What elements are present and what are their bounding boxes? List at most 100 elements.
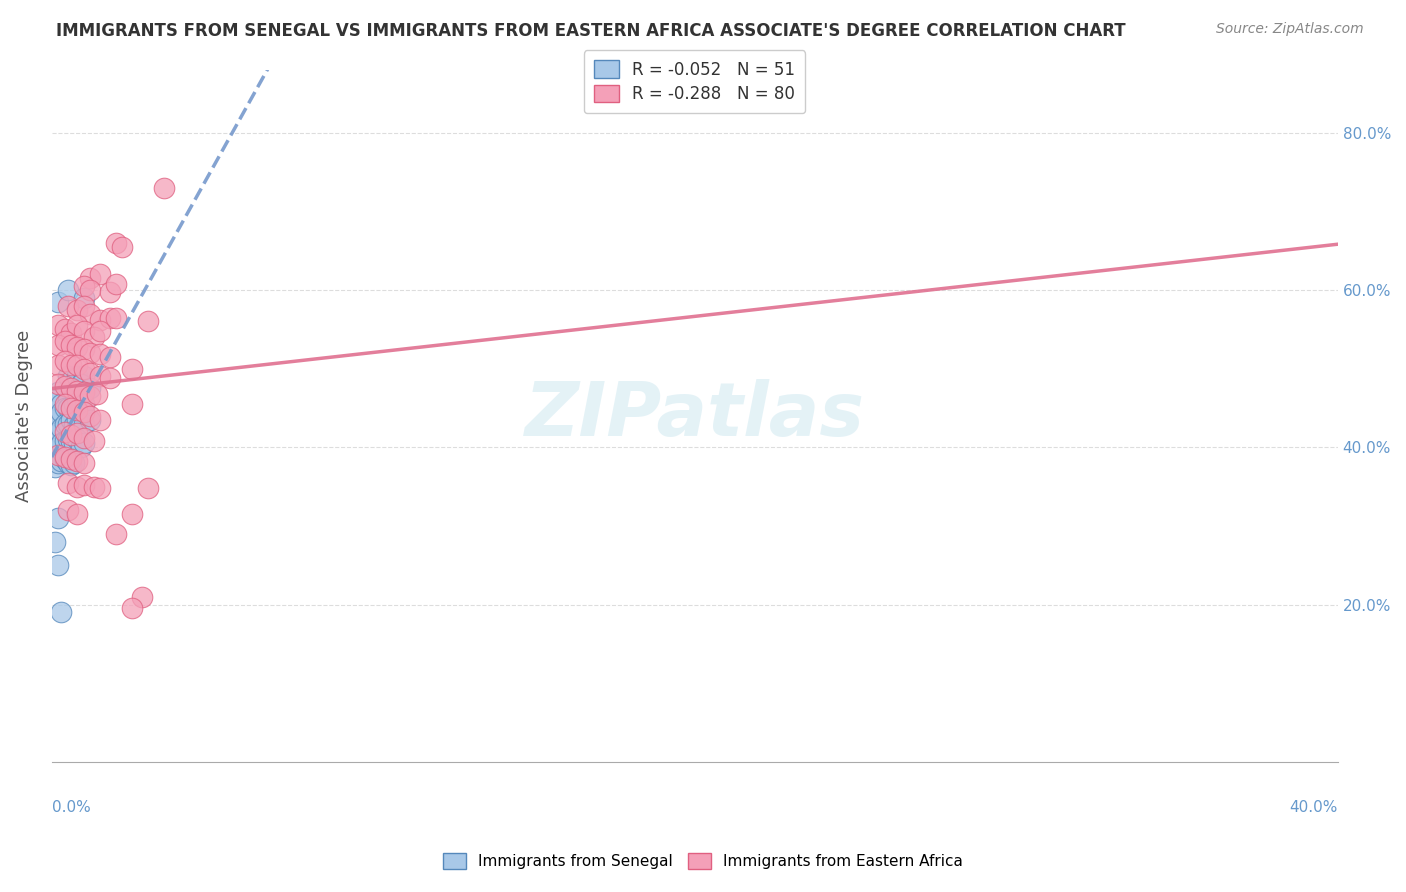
- Point: [73, 456, 96, 470]
- Point: [46, 448, 69, 462]
- Point: [56, 417, 79, 431]
- Point: [53, 425, 76, 439]
- Point: [53, 434, 76, 448]
- Point: [46, 358, 69, 372]
- Point: [105, 277, 128, 291]
- Point: [56, 369, 79, 384]
- Point: [83, 434, 105, 448]
- Point: [73, 291, 96, 305]
- Point: [66, 413, 89, 427]
- Point: [56, 299, 79, 313]
- Point: [46, 456, 69, 470]
- Point: [66, 302, 89, 317]
- Point: [60, 458, 83, 472]
- Point: [53, 353, 76, 368]
- Point: [66, 340, 89, 354]
- Point: [56, 433, 79, 447]
- Point: [53, 379, 76, 393]
- Point: [73, 436, 96, 450]
- Text: 40.0%: 40.0%: [1289, 800, 1337, 814]
- Text: ZIPatlas: ZIPatlas: [524, 379, 865, 452]
- Point: [66, 507, 89, 521]
- Point: [66, 393, 89, 408]
- Point: [73, 385, 96, 400]
- Point: [53, 452, 76, 467]
- Point: [60, 434, 83, 448]
- Point: [60, 428, 83, 442]
- Point: [73, 405, 96, 419]
- Point: [53, 450, 76, 464]
- Point: [73, 478, 96, 492]
- Point: [83, 479, 105, 493]
- Point: [63, 456, 86, 470]
- Point: [53, 322, 76, 336]
- Point: [46, 385, 69, 400]
- Point: [121, 601, 143, 615]
- Point: [56, 393, 79, 408]
- Text: IMMIGRANTS FROM SENEGAL VS IMMIGRANTS FROM EASTERN AFRICA ASSOCIATE'S DEGREE COR: IMMIGRANTS FROM SENEGAL VS IMMIGRANTS FR…: [56, 22, 1126, 40]
- Point: [121, 397, 143, 411]
- Point: [66, 479, 89, 493]
- Point: [79, 409, 101, 423]
- Point: [98, 285, 121, 299]
- Point: [73, 361, 96, 376]
- Point: [89, 369, 111, 384]
- Point: [89, 347, 111, 361]
- Point: [63, 385, 86, 400]
- Point: [98, 350, 121, 364]
- Point: [53, 334, 76, 348]
- Point: [51, 405, 73, 419]
- Point: [79, 381, 101, 395]
- Point: [98, 371, 121, 385]
- Point: [89, 481, 111, 495]
- Point: [105, 235, 128, 250]
- Point: [51, 454, 73, 468]
- Point: [66, 358, 89, 372]
- Point: [73, 369, 96, 384]
- Point: [79, 346, 101, 360]
- Point: [60, 381, 83, 395]
- Point: [44, 393, 66, 408]
- Point: [63, 436, 86, 450]
- Point: [60, 401, 83, 415]
- Point: [73, 279, 96, 293]
- Point: [46, 558, 69, 573]
- Point: [56, 283, 79, 297]
- Point: [46, 409, 69, 423]
- Point: [153, 181, 176, 195]
- Point: [60, 326, 83, 341]
- Point: [89, 267, 111, 281]
- Point: [111, 240, 134, 254]
- Point: [66, 318, 89, 333]
- Point: [56, 401, 79, 415]
- Point: [44, 534, 66, 549]
- Point: [121, 361, 143, 376]
- Point: [46, 425, 69, 439]
- Point: [56, 456, 79, 470]
- Point: [46, 377, 69, 392]
- Point: [66, 433, 89, 447]
- Point: [56, 475, 79, 490]
- Text: Source: ZipAtlas.com: Source: ZipAtlas.com: [1216, 22, 1364, 37]
- Point: [46, 338, 69, 352]
- Text: 0.0%: 0.0%: [52, 800, 90, 814]
- Point: [83, 330, 105, 344]
- Point: [69, 377, 91, 392]
- Point: [79, 389, 101, 403]
- Point: [86, 386, 108, 401]
- Point: [56, 503, 79, 517]
- Point: [63, 397, 86, 411]
- Point: [44, 413, 66, 427]
- Point: [51, 606, 73, 620]
- Legend: R = -0.052   N = 51, R = -0.288   N = 80: R = -0.052 N = 51, R = -0.288 N = 80: [583, 51, 806, 113]
- Point: [53, 417, 76, 431]
- Point: [131, 590, 153, 604]
- Point: [79, 366, 101, 380]
- Point: [46, 294, 69, 309]
- Point: [44, 459, 66, 474]
- Point: [105, 310, 128, 325]
- Point: [73, 431, 96, 445]
- Point: [89, 413, 111, 427]
- Point: [46, 511, 69, 525]
- Point: [79, 307, 101, 321]
